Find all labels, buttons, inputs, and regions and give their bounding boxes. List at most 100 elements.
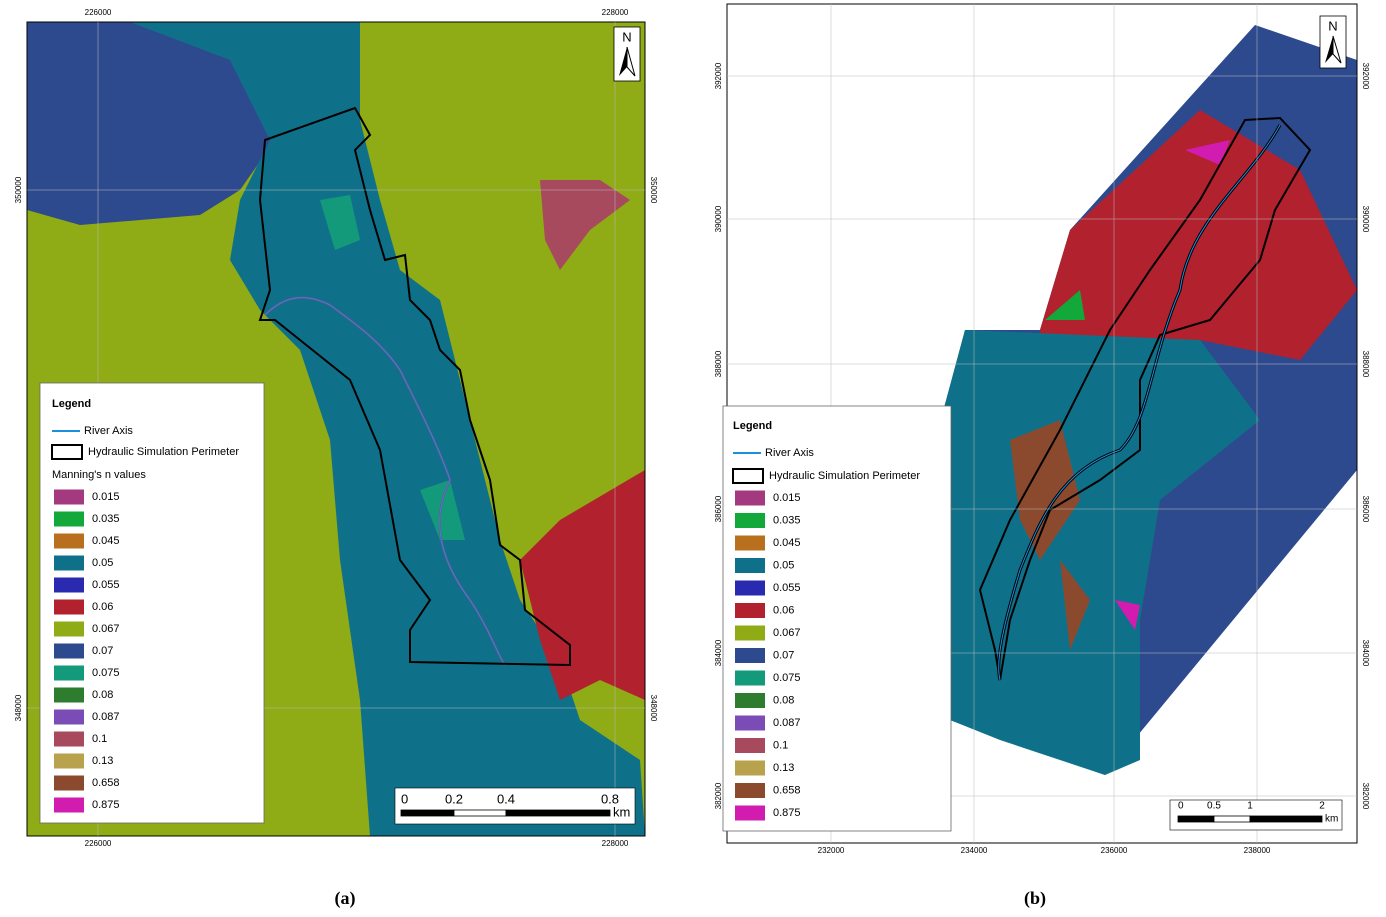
legend-swatch bbox=[735, 783, 765, 798]
y-coordinate-label: 384000 bbox=[714, 639, 723, 666]
legend-label: 0.087 bbox=[773, 717, 801, 729]
legend-swatch bbox=[54, 622, 84, 637]
legend-label: 0.1 bbox=[92, 733, 107, 745]
legend-label: 0.075 bbox=[92, 667, 120, 679]
legend-label: 0.658 bbox=[92, 777, 120, 789]
legend-swatch bbox=[735, 671, 765, 686]
legend-swatch bbox=[735, 693, 765, 708]
legend-label: Hydraulic Simulation Perimeter bbox=[769, 470, 920, 482]
scale-segment bbox=[401, 810, 454, 816]
legend-swatch bbox=[735, 648, 765, 663]
legend-label: 0.067 bbox=[92, 623, 120, 635]
legend-swatch bbox=[54, 732, 84, 747]
scale-unit: km bbox=[1325, 814, 1338, 825]
scale-label: 1 bbox=[1247, 801, 1253, 812]
legend-swatch bbox=[54, 776, 84, 791]
scale-label: 2 bbox=[1319, 801, 1325, 812]
legend-label: 0.067 bbox=[773, 627, 801, 639]
legend-label: 0.05 bbox=[773, 559, 794, 571]
x-coordinate-label: 226000 bbox=[85, 839, 112, 848]
legend-swatch bbox=[54, 534, 84, 549]
y-coordinate-label: 350000 bbox=[649, 177, 658, 204]
x-coordinate-label: 234000 bbox=[961, 846, 988, 855]
legend-swatch bbox=[735, 806, 765, 821]
legend-label: 0.1 bbox=[773, 739, 788, 751]
y-coordinate-label: 350000 bbox=[14, 176, 23, 203]
x-coordinate-label: 238000 bbox=[1244, 846, 1271, 855]
scale-segment bbox=[506, 810, 610, 816]
x-coordinate-label: 226000 bbox=[85, 8, 112, 17]
legend-label: 0.05 bbox=[92, 557, 113, 569]
legend-swatch bbox=[735, 536, 765, 551]
legend-subtitle: Manning's n values bbox=[52, 469, 146, 481]
legend-swatch bbox=[54, 556, 84, 571]
x-coordinate-label: 232000 bbox=[818, 846, 845, 855]
legend-swatch bbox=[54, 666, 84, 681]
legend-label: River Axis bbox=[765, 447, 814, 459]
legend-label: 0.07 bbox=[773, 649, 794, 661]
legend-label: 0.13 bbox=[773, 762, 794, 774]
legend-swatch bbox=[735, 513, 765, 528]
legend-label: 0.07 bbox=[92, 645, 113, 657]
legend-label: 0.06 bbox=[773, 604, 794, 616]
legend-label: 0.658 bbox=[773, 784, 801, 796]
legend-swatch bbox=[735, 761, 765, 776]
legend-swatch bbox=[735, 558, 765, 573]
legend-label: 0.015 bbox=[773, 492, 801, 504]
y-coordinate-label: 386000 bbox=[714, 495, 723, 522]
scale-unit: km bbox=[613, 804, 630, 819]
legend-swatch bbox=[735, 603, 765, 618]
legend-label: 0.875 bbox=[773, 807, 801, 819]
figure: 226000 226000 228000 228000 350000 350000 3480… bbox=[0, 0, 1386, 917]
y-coordinate-label: 392000 bbox=[714, 62, 723, 89]
legend-swatch bbox=[54, 490, 84, 505]
scale-segment bbox=[454, 810, 506, 816]
scale-label: 0.4 bbox=[497, 791, 515, 806]
y-coordinate-label: 384000 bbox=[1361, 640, 1370, 667]
legend-label: River Axis bbox=[84, 425, 133, 437]
legend-swatch bbox=[735, 716, 765, 731]
legend-label: 0.075 bbox=[773, 672, 801, 684]
legend-title: Legend bbox=[733, 420, 772, 432]
legend-swatch bbox=[54, 578, 84, 593]
y-coordinate-label: 388000 bbox=[714, 350, 723, 377]
scale-segment bbox=[1214, 816, 1250, 822]
scale-box bbox=[1170, 800, 1342, 830]
y-coordinate-label: 348000 bbox=[649, 695, 658, 722]
legend-label: 0.045 bbox=[773, 537, 801, 549]
scale-segment bbox=[1178, 816, 1214, 822]
scale-label: 0.5 bbox=[1207, 801, 1221, 812]
scale-segment bbox=[1250, 816, 1322, 822]
north-label: N bbox=[622, 29, 631, 44]
north-label: N bbox=[1328, 18, 1337, 33]
legend-swatch bbox=[735, 491, 765, 506]
y-coordinate-label: 382000 bbox=[714, 782, 723, 809]
legend-label: Hydraulic Simulation Perimeter bbox=[88, 446, 239, 458]
legend-swatch bbox=[54, 798, 84, 813]
legend-label: 0.055 bbox=[92, 579, 120, 591]
legend-swatch bbox=[54, 512, 84, 527]
legend-label: 0.08 bbox=[92, 689, 113, 701]
y-coordinate-label: 392000 bbox=[1361, 63, 1370, 90]
legend-label: 0.06 bbox=[92, 601, 113, 613]
legend-label: 0.035 bbox=[773, 514, 801, 526]
legend-title: Legend bbox=[52, 398, 91, 410]
legend-label: 0.035 bbox=[92, 513, 120, 525]
legend-label: 0.087 bbox=[92, 711, 120, 723]
legend-swatch bbox=[54, 688, 84, 703]
legend-swatch bbox=[54, 644, 84, 659]
y-coordinate-label: 382000 bbox=[1361, 783, 1370, 810]
legend-swatch bbox=[735, 738, 765, 753]
y-coordinate-label: 390000 bbox=[1361, 206, 1370, 233]
scale-label: 0 bbox=[1178, 801, 1184, 812]
caption: (a) bbox=[335, 888, 356, 909]
legend-swatch bbox=[735, 581, 765, 596]
legend-label: 0.875 bbox=[92, 799, 120, 811]
y-coordinate-label: 390000 bbox=[714, 205, 723, 232]
scale-label: 0.2 bbox=[445, 791, 463, 806]
legend-swatch bbox=[735, 626, 765, 641]
legend-label: 0.08 bbox=[773, 694, 794, 706]
x-coordinate-label: 228000 bbox=[602, 8, 629, 17]
caption: (b) bbox=[1024, 888, 1046, 909]
x-coordinate-label: 228000 bbox=[602, 839, 629, 848]
